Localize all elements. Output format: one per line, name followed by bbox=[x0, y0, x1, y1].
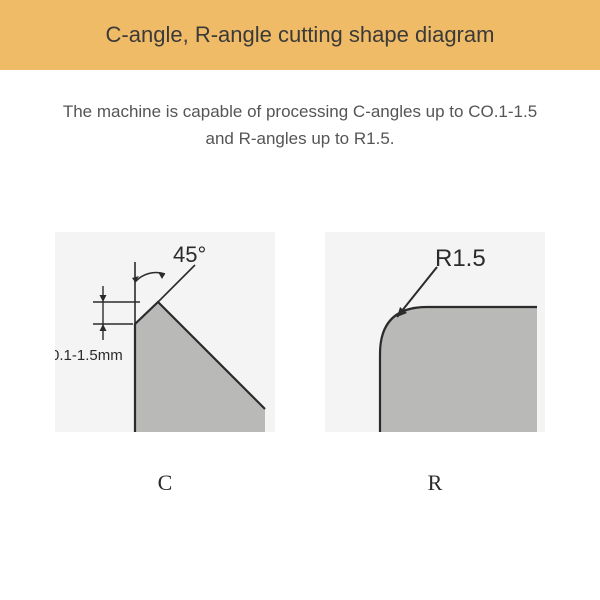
diagram-row: 45° 0.1-1.5mm C bbox=[0, 162, 600, 496]
c-angle-label: 45° bbox=[173, 242, 206, 267]
c-dim-arrow-top bbox=[100, 295, 107, 302]
r-bottom-label: R bbox=[428, 470, 443, 496]
r-radius-label: R1.5 bbox=[435, 245, 486, 272]
page-title: C-angle, R-angle cutting shape diagram bbox=[20, 22, 580, 48]
c-range-label: 0.1-1.5mm bbox=[55, 347, 123, 364]
r-fill-shape bbox=[380, 307, 537, 432]
c-diag-ext bbox=[158, 265, 195, 302]
subtitle-text: The machine is capable of processing C-a… bbox=[0, 70, 600, 162]
r-diagram-svg: R1.5 bbox=[325, 232, 545, 432]
c-diagram-box: 45° 0.1-1.5mm C bbox=[55, 232, 275, 496]
c-fill-shape bbox=[135, 302, 265, 432]
c-bottom-label: C bbox=[158, 470, 173, 496]
c-diagram-panel: 45° 0.1-1.5mm bbox=[55, 232, 275, 432]
r-diagram-panel: R1.5 bbox=[325, 232, 545, 432]
c-diagram-svg: 45° 0.1-1.5mm bbox=[55, 232, 275, 432]
title-header: C-angle, R-angle cutting shape diagram bbox=[0, 0, 600, 70]
r-diagram-box: R1.5 R bbox=[325, 232, 545, 496]
c-dim-arrow-bot bbox=[100, 324, 107, 331]
